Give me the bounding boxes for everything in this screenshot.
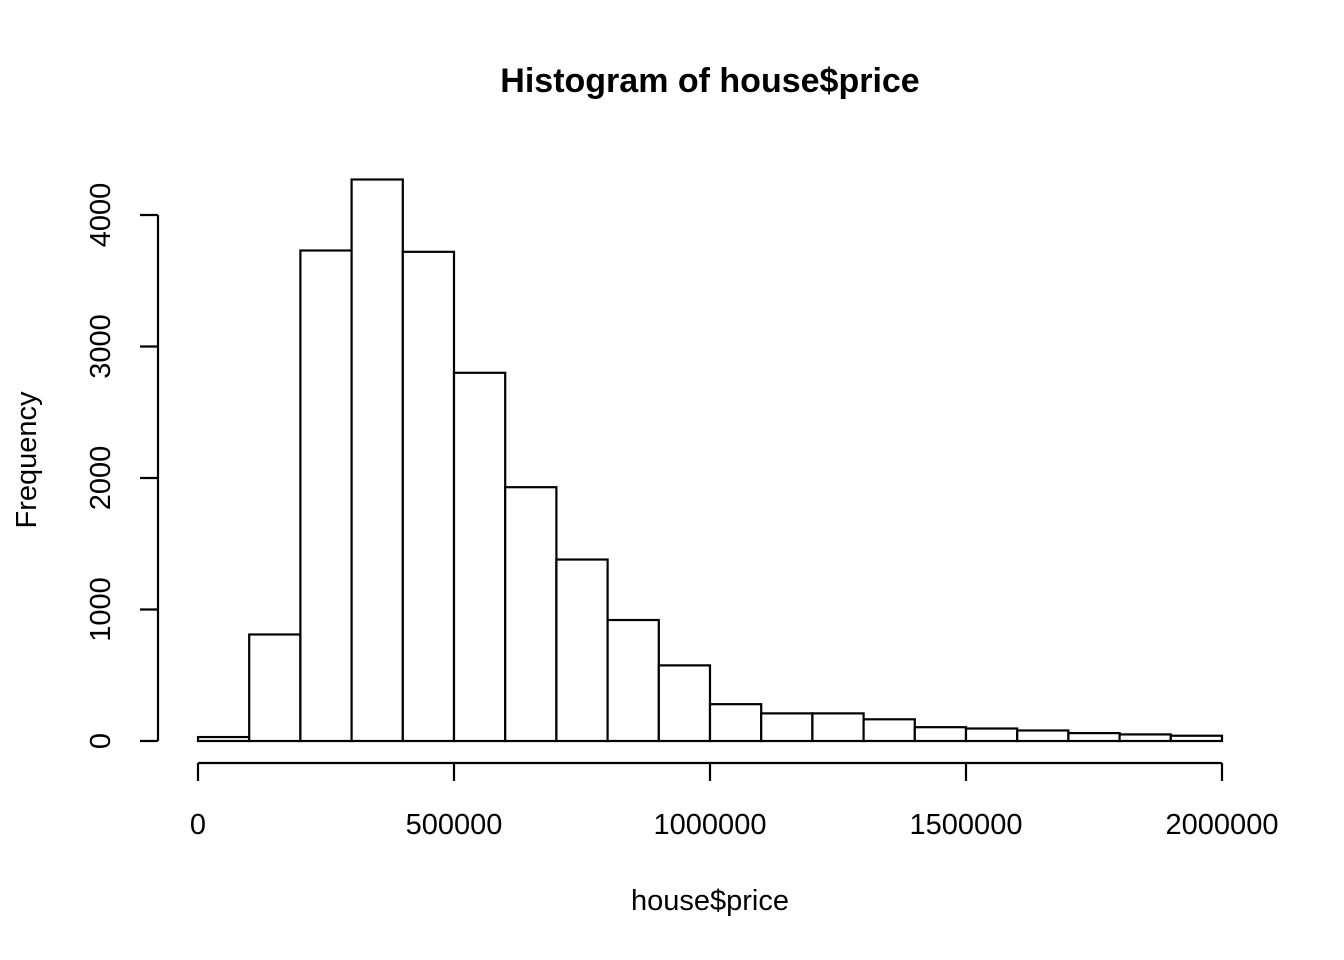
histogram-bar — [350, 178, 404, 743]
histogram-bar — [555, 558, 609, 743]
histogram-bar — [862, 718, 916, 743]
x-tick-label: 1500000 — [910, 809, 1023, 841]
histogram-bar — [1067, 732, 1121, 743]
x-axis-label: house$price — [631, 885, 789, 917]
histogram-bar — [1169, 734, 1224, 743]
y-tick-label: 2000 — [85, 446, 117, 511]
histogram-bar — [606, 618, 660, 743]
y-axis: 0 1000 2000 3000 4000 — [85, 183, 160, 749]
x-tick-label: 2000000 — [1166, 809, 1279, 841]
histogram-bar — [299, 249, 353, 743]
histogram-bar — [657, 664, 712, 743]
x-tick-label: 500000 — [406, 809, 503, 841]
y-axis-label: Frequency — [11, 391, 43, 529]
histogram-bar — [811, 712, 865, 743]
x-axis: 0 500000 1000000 1500000 2000000 — [190, 761, 1279, 841]
histogram-bar — [248, 633, 302, 743]
histogram-bar — [196, 735, 251, 743]
histogram-bar — [1118, 733, 1172, 743]
y-tick-label: 1000 — [85, 577, 117, 642]
histogram-bar — [452, 371, 507, 743]
x-tick-label: 0 — [190, 809, 206, 841]
histogram-bar — [401, 250, 456, 743]
bars-group — [196, 178, 1224, 743]
histogram-bar — [504, 486, 558, 743]
histogram-bar — [760, 712, 814, 743]
histogram-bar — [708, 703, 763, 743]
histogram-bar — [913, 726, 968, 743]
y-tick-label: 0 — [85, 733, 117, 749]
y-tick-label: 3000 — [85, 314, 117, 379]
x-tick-label: 1000000 — [654, 809, 767, 841]
y-tick-label: 4000 — [85, 183, 117, 248]
chart-title: Histogram of house$price — [500, 62, 919, 100]
histogram-bar — [1016, 729, 1070, 743]
histogram-bar — [964, 727, 1019, 743]
